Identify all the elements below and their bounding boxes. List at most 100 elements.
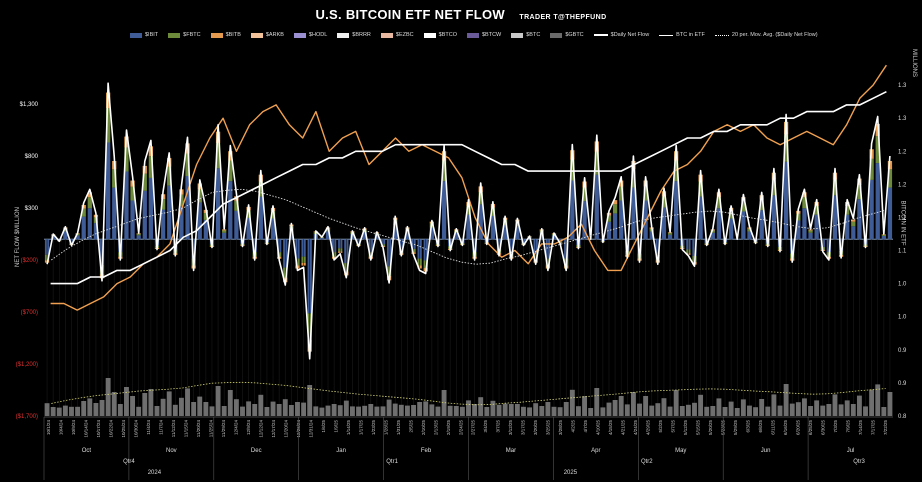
legend-item: $BTCW: [467, 32, 501, 38]
volume-bar: [569, 389, 575, 416]
flow-bar: [857, 185, 862, 200]
legend-swatch: [168, 32, 181, 38]
legend-label: $FBTC: [183, 32, 201, 38]
x-tick-label: 3/20/25: [533, 420, 538, 436]
volume-bar: [282, 399, 288, 416]
volume-bar: [105, 378, 111, 416]
flow-bar: [246, 217, 251, 240]
flow-bar: [234, 200, 239, 211]
volume-bar: [215, 386, 221, 416]
x-tick-label: 10/9/24: [71, 420, 76, 436]
flow-bar: [179, 206, 184, 240]
x-tick-label: 2/27/25: [471, 420, 476, 436]
x-tick-label: 1/23/25: [371, 420, 376, 436]
volume-bar: [661, 398, 667, 416]
volume-bar: [398, 404, 404, 416]
x-tick-label: 10/30/24: [134, 420, 139, 438]
flow-bar: [215, 143, 221, 169]
legend-swatch: [250, 32, 263, 38]
flow-bar: [845, 214, 850, 240]
legend-item: $BITB: [210, 32, 241, 38]
flow-bar: [814, 206, 819, 215]
volume-bar: [356, 406, 362, 416]
y-tick-label: ($1,200): [16, 362, 38, 368]
volume-bar: [459, 406, 465, 416]
y-tick-label: $1,300: [20, 102, 39, 108]
flow-bar: [851, 221, 856, 227]
volume-bar: [545, 402, 551, 416]
legend-swatch: [550, 32, 563, 38]
flow-bar: [802, 197, 807, 209]
legend-swatch: [293, 32, 306, 38]
flow-bar: [270, 218, 276, 240]
flow-bar: [606, 215, 612, 222]
volume-bar: [441, 390, 447, 416]
flow-bar: [93, 223, 99, 240]
volume-bar: [313, 406, 319, 416]
volume-bar: [252, 404, 258, 416]
volume-bar: [685, 404, 691, 416]
volume-bar: [850, 404, 856, 416]
flow-bar: [674, 160, 679, 182]
flow-bar: [845, 206, 850, 215]
legend-label: $BTCW: [482, 32, 502, 38]
volume-bar: [527, 407, 533, 416]
flow-bar: [802, 208, 807, 240]
month-label: Apr: [591, 448, 600, 454]
flow-bar: [783, 134, 789, 162]
flow-bar: [167, 185, 172, 240]
y2-tick-label: 1.0: [898, 282, 907, 288]
volume-bar: [203, 402, 209, 416]
legend-label: BTC in ETF: [676, 32, 705, 38]
flow-bar: [771, 179, 777, 196]
volume-bar: [588, 408, 594, 416]
volume-bar: [704, 406, 710, 416]
x-tick-label: 6/16/25: [783, 420, 788, 436]
volume-bar: [698, 394, 704, 416]
volume-bar: [777, 405, 783, 416]
x-tick-label: 11/12/24: [171, 420, 176, 438]
flow-bar: [710, 230, 715, 233]
flow-bar: [441, 181, 447, 240]
flow-bar: [466, 206, 471, 215]
month-label: Dec: [251, 448, 262, 454]
month-label: Nov: [166, 448, 177, 454]
volume-bar: [716, 398, 722, 416]
x-tick-label: 12/12/24: [258, 420, 263, 438]
flow-bar: [490, 215, 496, 240]
x-tick-label: 2/19/25: [446, 420, 451, 436]
x-tick-label: 10/4/24: [59, 420, 64, 436]
flow-bar: [619, 186, 624, 201]
volume-bar: [863, 406, 868, 416]
flow-bar: [234, 210, 239, 240]
legend-swatch: [130, 32, 142, 38]
x-tick-label: 6/3/25: [745, 420, 750, 433]
flow-bar: [105, 108, 111, 143]
flow-bar: [869, 158, 874, 180]
x-tick-label: 1/6/25: [321, 420, 326, 433]
flow-bar: [222, 229, 227, 231]
volume-bar: [62, 405, 68, 416]
quarter-label: Qtr3: [853, 459, 865, 465]
flow-bar: [796, 213, 801, 221]
flow-bar: [771, 195, 777, 240]
volume-bar: [521, 406, 526, 416]
flow-bar: [203, 219, 208, 240]
volume-bar: [191, 402, 197, 416]
legend-item: $BTCO: [423, 32, 457, 38]
volume-bar: [319, 407, 325, 416]
flow-bar: [796, 220, 801, 240]
flow-bar: [441, 160, 447, 182]
flow-bar: [716, 208, 722, 240]
volume-bar: [453, 406, 459, 416]
volume-bar: [380, 406, 386, 416]
volume-bar: [404, 405, 410, 416]
x-tick-label: 4/7/25: [583, 420, 588, 433]
month-label: Jan: [336, 448, 346, 454]
volume-bar: [185, 388, 190, 416]
volume-bar: [264, 407, 270, 416]
x-tick-label: 3/25/25: [546, 420, 551, 436]
x-tick-label: 1/17/25: [358, 420, 363, 436]
volume-bar: [343, 400, 349, 416]
volume-bar: [87, 398, 93, 416]
